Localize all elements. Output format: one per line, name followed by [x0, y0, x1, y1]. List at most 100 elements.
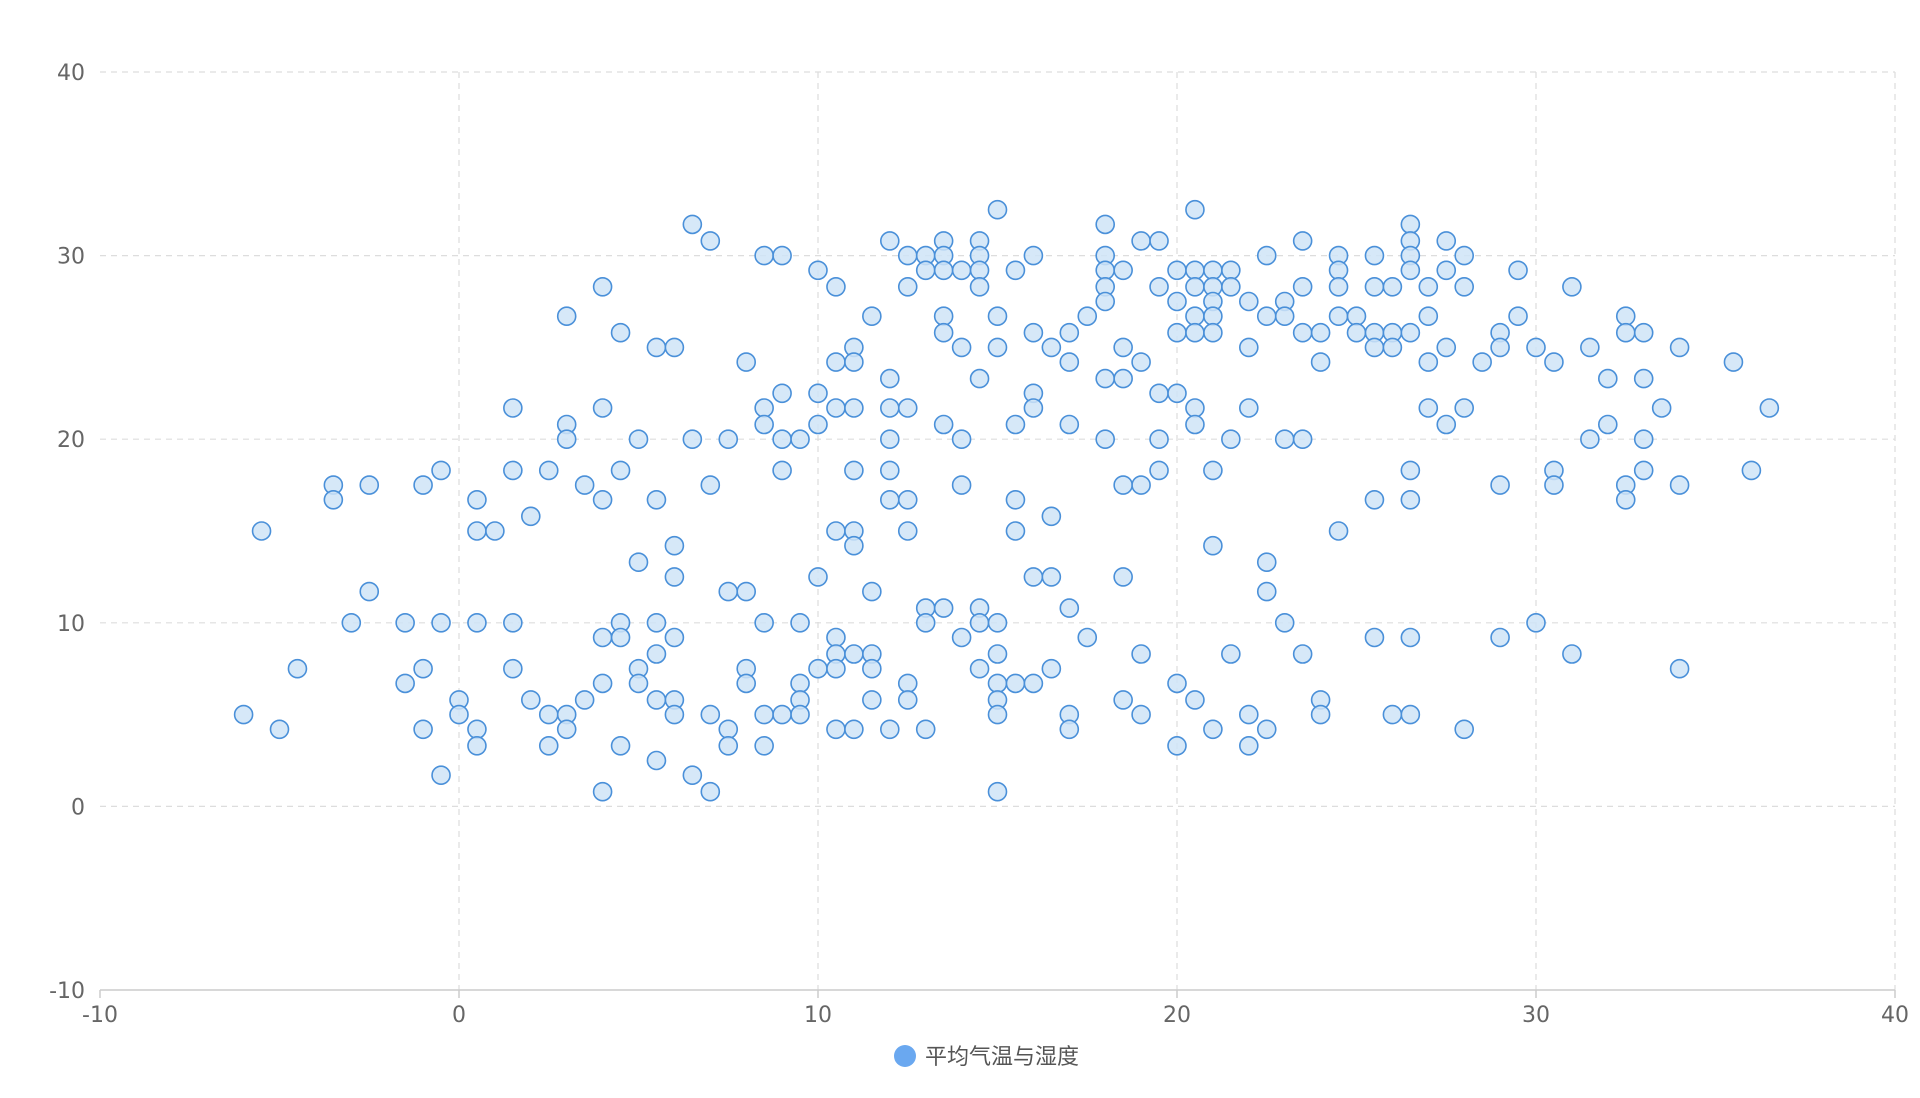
scatter-point[interactable]: [969, 612, 990, 633]
scatter-point[interactable]: [1131, 231, 1151, 251]
scatter-point[interactable]: [1364, 337, 1385, 358]
scatter-point[interactable]: [1256, 552, 1277, 573]
scatter-point[interactable]: [987, 612, 1008, 633]
scatter-point[interactable]: [736, 673, 757, 694]
scatter-point[interactable]: [1203, 719, 1223, 740]
scatter-point[interactable]: [754, 612, 774, 633]
scatter-point[interactable]: [1095, 368, 1115, 389]
scatter-point[interactable]: [772, 704, 792, 725]
scatter-point[interactable]: [736, 352, 757, 372]
scatter-point[interactable]: [1095, 291, 1115, 312]
scatter-point[interactable]: [1544, 475, 1564, 495]
scatter-point[interactable]: [1615, 489, 1636, 510]
scatter-point[interactable]: [969, 368, 990, 389]
scatter-point[interactable]: [1328, 521, 1349, 541]
scatter-point[interactable]: [790, 673, 810, 694]
scatter-point[interactable]: [933, 322, 954, 343]
scatter-point[interactable]: [1436, 231, 1457, 251]
scatter-point[interactable]: [1669, 475, 1690, 495]
scatter-point[interactable]: [897, 521, 918, 541]
scatter-point[interactable]: [1723, 352, 1744, 372]
scatter-point[interactable]: [1149, 429, 1169, 450]
scatter-point[interactable]: [1400, 627, 1421, 648]
scatter-point[interactable]: [969, 277, 990, 297]
scatter-point[interactable]: [1633, 429, 1654, 450]
scatter-point[interactable]: [628, 552, 649, 573]
scatter-point[interactable]: [933, 598, 954, 618]
scatter-point[interactable]: [1364, 627, 1385, 648]
scatter-point[interactable]: [610, 736, 631, 756]
scatter-point[interactable]: [556, 719, 577, 740]
scatter-point[interactable]: [592, 489, 613, 510]
scatter-point[interactable]: [1239, 398, 1259, 418]
scatter-point[interactable]: [1256, 306, 1277, 326]
scatter-point[interactable]: [682, 429, 703, 450]
scatter-point[interactable]: [1292, 322, 1313, 343]
scatter-point[interactable]: [646, 690, 667, 710]
scatter-point[interactable]: [862, 581, 882, 602]
scatter-point[interactable]: [1615, 322, 1636, 343]
scatter-point[interactable]: [449, 704, 469, 725]
scatter-point[interactable]: [772, 460, 792, 481]
scatter-point[interactable]: [951, 429, 972, 450]
scatter-point[interactable]: [592, 781, 613, 802]
scatter-point[interactable]: [592, 627, 613, 648]
scatter-point[interactable]: [897, 398, 918, 418]
scatter-point[interactable]: [1095, 214, 1115, 235]
scatter-point[interactable]: [844, 644, 864, 664]
scatter-point[interactable]: [879, 489, 900, 510]
scatter-point[interactable]: [1598, 414, 1618, 435]
scatter-point[interactable]: [1274, 612, 1295, 633]
scatter-point[interactable]: [1382, 704, 1403, 725]
scatter-point[interactable]: [969, 658, 990, 679]
scatter-point[interactable]: [1633, 368, 1654, 389]
scatter-point[interactable]: [538, 736, 559, 756]
scatter-point[interactable]: [1741, 460, 1762, 481]
scatter-point[interactable]: [790, 612, 810, 633]
scatter-point[interactable]: [538, 460, 559, 481]
scatter-point[interactable]: [826, 627, 846, 648]
scatter-point[interactable]: [1185, 199, 1205, 220]
scatter-point[interactable]: [574, 690, 595, 710]
legend-marker-icon[interactable]: [894, 1045, 916, 1067]
scatter-point[interactable]: [395, 673, 415, 694]
scatter-point[interactable]: [1490, 475, 1510, 495]
scatter-point[interactable]: [1167, 322, 1187, 343]
scatter-point[interactable]: [1418, 306, 1439, 326]
scatter-point[interactable]: [520, 506, 541, 527]
scatter-point[interactable]: [1580, 337, 1600, 358]
scatter-point[interactable]: [1669, 337, 1690, 358]
scatter-point[interactable]: [1239, 704, 1259, 725]
scatter-point[interactable]: [1382, 337, 1403, 358]
scatter-point[interactable]: [1669, 658, 1690, 679]
scatter-point[interactable]: [772, 245, 792, 266]
scatter-point[interactable]: [1292, 231, 1313, 251]
scatter-point[interactable]: [897, 489, 918, 510]
scatter-point[interactable]: [1059, 322, 1080, 343]
scatter-point[interactable]: [754, 414, 774, 435]
scatter-point[interactable]: [1059, 414, 1080, 435]
scatter-point[interactable]: [1149, 231, 1169, 251]
scatter-point[interactable]: [1185, 398, 1205, 418]
scatter-point[interactable]: [610, 627, 631, 648]
scatter-point[interactable]: [467, 736, 487, 756]
scatter-point[interactable]: [862, 690, 882, 710]
scatter-point[interactable]: [897, 673, 918, 694]
scatter-point[interactable]: [1580, 429, 1600, 450]
scatter-point[interactable]: [1185, 260, 1205, 281]
scatter-point[interactable]: [503, 398, 523, 418]
scatter-point[interactable]: [628, 673, 649, 694]
scatter-point[interactable]: [700, 704, 721, 725]
scatter-point[interactable]: [969, 260, 990, 281]
scatter-point[interactable]: [1346, 306, 1367, 326]
scatter-point[interactable]: [951, 337, 972, 358]
scatter-point[interactable]: [700, 231, 721, 251]
scatter-point[interactable]: [467, 489, 487, 510]
scatter-point[interactable]: [754, 398, 774, 418]
scatter-point[interactable]: [790, 429, 810, 450]
scatter-point[interactable]: [1131, 704, 1151, 725]
scatter-point[interactable]: [233, 704, 254, 725]
scatter-point[interactable]: [1382, 277, 1403, 297]
scatter-point[interactable]: [1490, 337, 1510, 358]
scatter-point[interactable]: [503, 612, 523, 633]
